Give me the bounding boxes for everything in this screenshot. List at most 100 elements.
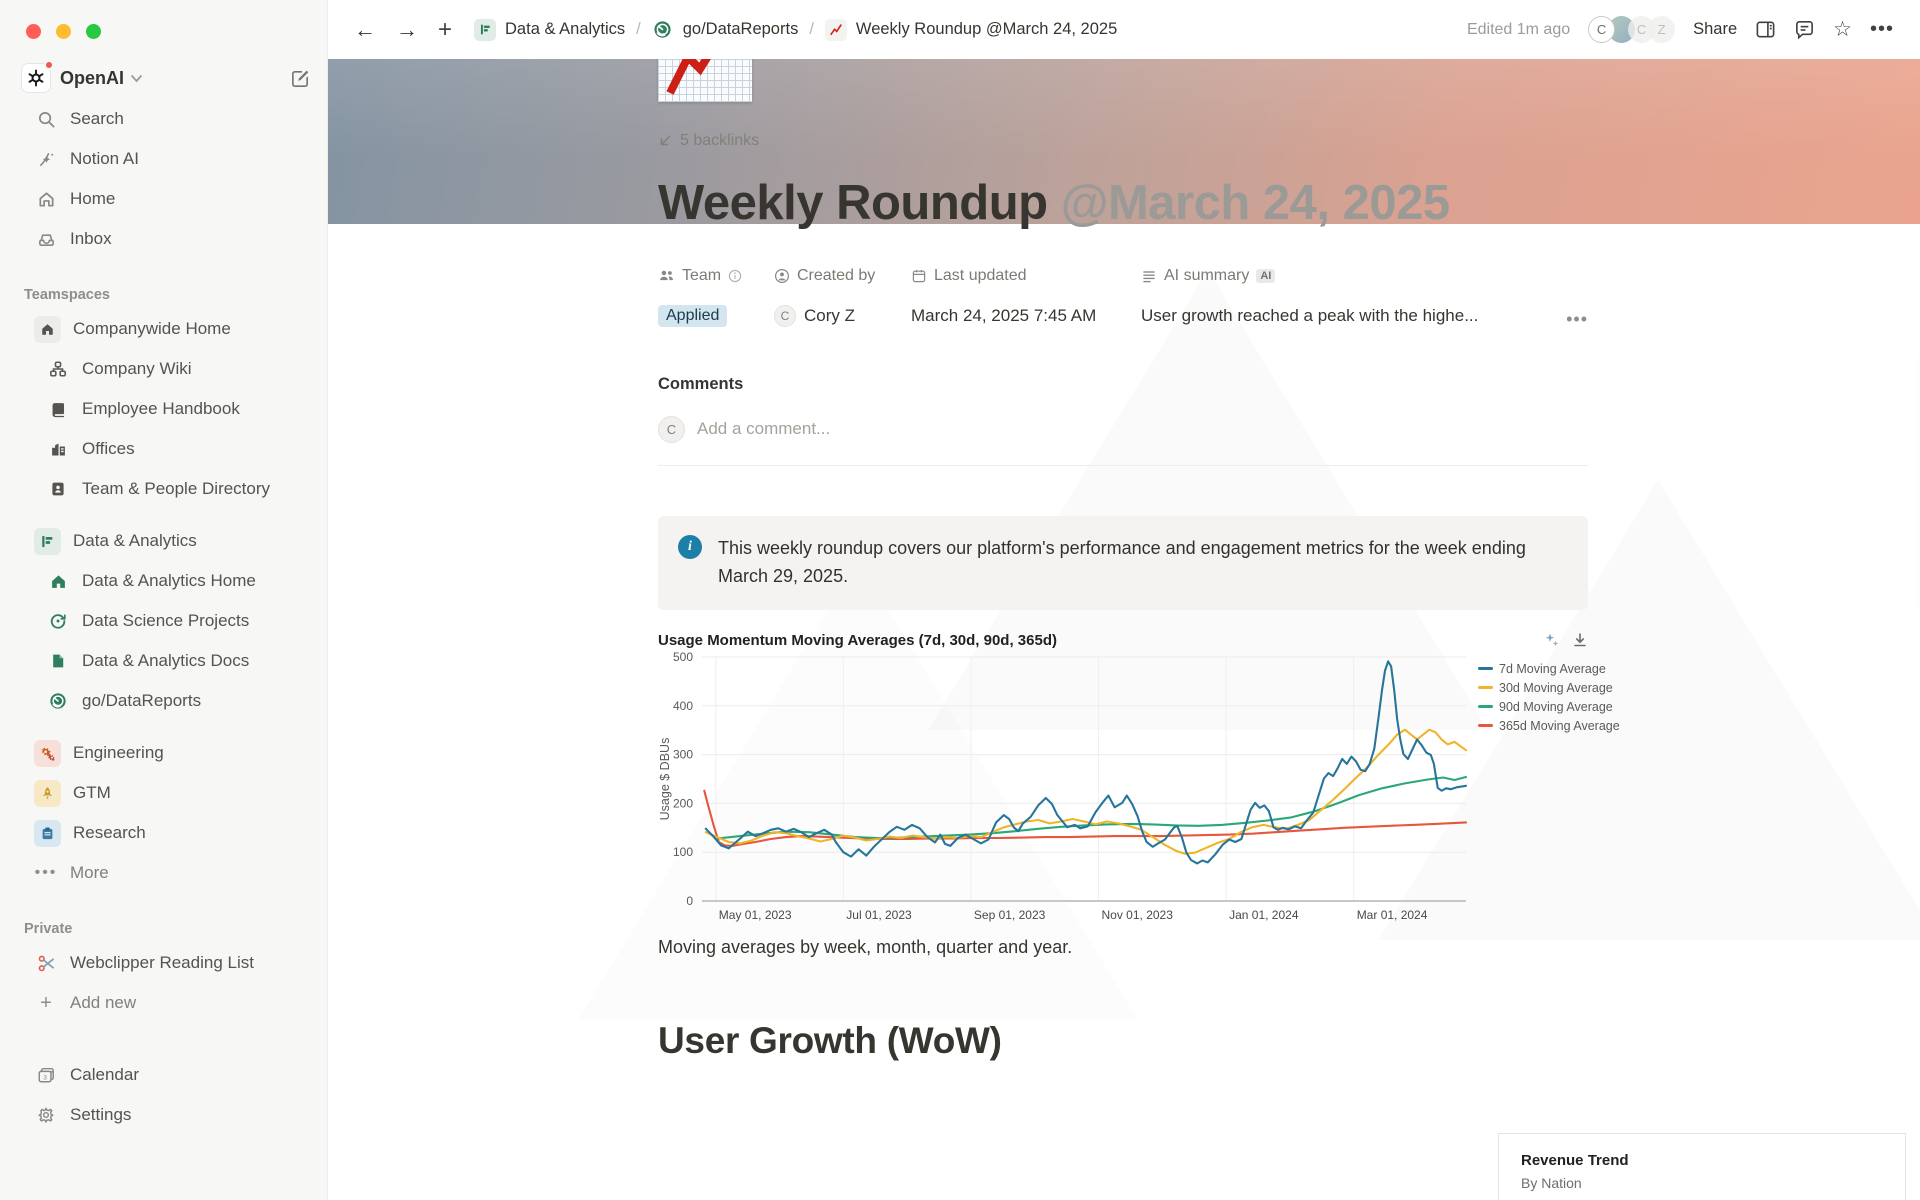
sidebar-item-data-analytics-home[interactable]: Data & Analytics Home (8, 561, 319, 601)
sidebar-item-label: Data & Analytics Home (82, 571, 256, 590)
house-icon (34, 315, 61, 343)
svg-text:0: 0 (686, 894, 693, 908)
home-icon (34, 187, 58, 211)
breadcrumb-item-current-page[interactable]: Weekly Roundup @March 24, 2025 (855, 20, 1118, 38)
page-cover[interactable] (328, 59, 1920, 224)
sidebar-item-calendar[interactable]: 3 Calendar (8, 1055, 319, 1095)
gauge-icon (652, 19, 674, 41)
svg-text:Jan 01, 2024: Jan 01, 2024 (1229, 908, 1299, 922)
page-content: 5 backlinks Weekly Roundup @March 24, 20… (658, 5, 1620, 1062)
sidebar-item-search[interactable]: Search (8, 99, 319, 139)
sidebar-item-label: Webclipper Reading List (70, 953, 254, 972)
sidebar-item-label: Calendar (70, 1065, 139, 1084)
share-button[interactable]: Share (1693, 20, 1738, 38)
sidebar-item-data-analytics[interactable]: Data & Analytics (8, 521, 319, 561)
gantt-chart-icon (34, 527, 61, 555)
more-options-icon[interactable]: ••• (1869, 18, 1894, 40)
property-value-last-updated[interactable]: March 24, 2025 7:45 AM (911, 303, 1141, 329)
sidebar-item-data-analytics-docs[interactable]: Data & Analytics Docs (8, 641, 319, 681)
sidebar-item-companywide-home[interactable]: Companywide Home (8, 309, 319, 349)
calendar-icon (912, 269, 926, 282)
sidebar-item-engineering[interactable]: Engineering (8, 733, 319, 773)
download-icon[interactable] (1572, 632, 1588, 648)
sidebar-item-settings[interactable]: Settings (8, 1095, 319, 1135)
sidebar-item-webclipper-reading-list[interactable]: Webclipper Reading List (8, 943, 319, 983)
sidebar-item-more[interactable]: ••• More (8, 853, 319, 893)
sidebar-item-inbox[interactable]: Inbox (8, 219, 319, 259)
legend-item[interactable]: 90d Moving Average (1478, 700, 1620, 714)
breadcrumb-separator: / (636, 20, 641, 38)
page-title-date-mention[interactable]: @March 24, 2025 (1060, 176, 1450, 230)
sidebar-item-research[interactable]: Research (8, 813, 319, 853)
minimize-window-button[interactable] (56, 24, 71, 39)
avatar[interactable]: C (1588, 16, 1616, 43)
legend-item[interactable]: 365d Moving Average (1478, 719, 1620, 733)
page-title[interactable]: Weekly Roundup @March 24, 2025 (658, 174, 1588, 233)
comments-icon[interactable] (1794, 19, 1815, 40)
sidebar-item-team-people-directory[interactable]: Team & People Directory (8, 469, 319, 509)
sidebar-item-add-new[interactable]: + Add new (8, 983, 319, 1023)
chart-caption[interactable]: Moving averages by week, month, quarter … (658, 936, 1073, 957)
sidebar-item-gtm[interactable]: GTM (8, 773, 319, 813)
property-more-button[interactable]: ••• (1566, 308, 1588, 329)
sidebar-item-notion-ai[interactable]: Notion AI (8, 139, 319, 179)
side-peek-icon[interactable] (1755, 19, 1776, 40)
new-tab-button[interactable]: + (438, 15, 453, 43)
team-tag[interactable]: Applied (658, 304, 728, 327)
property-label-team[interactable]: Team (658, 265, 774, 287)
topbar-actions: Edited 1m ago C C Z Share ☆ ••• (1467, 16, 1894, 43)
breadcrumb: Data & Analytics / go/DataReports / Week… (474, 18, 1118, 41)
svg-text:Mar 01, 2024: Mar 01, 2024 (1357, 908, 1428, 922)
workspace-switcher[interactable]: OpenAI (0, 57, 327, 99)
legend-item[interactable]: 7d Moving Average (1478, 662, 1620, 676)
back-button[interactable]: ← (354, 16, 376, 42)
zoom-window-button[interactable] (86, 24, 101, 39)
sparkle-icon[interactable] (1544, 632, 1560, 648)
legend-swatch (1478, 686, 1493, 690)
sidebar-item-data-science-projects[interactable]: Data Science Projects (8, 601, 319, 641)
add-comment-input[interactable]: Add a comment... (697, 419, 831, 439)
sidebar-item-employee-handbook[interactable]: Employee Handbook (8, 389, 319, 429)
notion-ai-icon (34, 147, 58, 171)
backlinks-button[interactable]: 5 backlinks (658, 132, 1588, 150)
breadcrumb-item-go-datareports[interactable]: go/DataReports (682, 20, 799, 38)
building-icon (46, 437, 70, 461)
gear-icon (34, 1103, 58, 1127)
revenue-trend-card[interactable]: Revenue Trend By Nation (1498, 1133, 1906, 1200)
favorite-star-icon[interactable]: ☆ (1833, 18, 1852, 41)
add-comment-row[interactable]: C Add a comment... (658, 415, 1588, 443)
new-page-button[interactable] (290, 68, 311, 89)
topbar: ← → + Data & Analytics / go/DataReports … (328, 0, 1920, 59)
section-header-private[interactable]: Private (24, 921, 73, 937)
legend-swatch (1478, 667, 1493, 671)
property-value-created-by[interactable]: C Cory Z (774, 303, 911, 329)
forward-button[interactable]: → (396, 16, 418, 42)
svg-text:Jul 01, 2023: Jul 01, 2023 (846, 908, 912, 922)
property-label-text: Last updated (934, 266, 1027, 284)
property-value-team[interactable]: Applied (658, 303, 774, 329)
section-header-teamspaces[interactable]: Teamspaces (24, 287, 110, 303)
close-window-button[interactable] (26, 24, 41, 39)
comments-heading: Comments (658, 374, 744, 393)
property-label-ai-summary[interactable]: AI summary AI (1141, 265, 1588, 287)
sidebar-item-home[interactable]: Home (8, 179, 319, 219)
ellipsis-icon: ••• (34, 864, 58, 881)
avatar[interactable]: Z (1648, 16, 1676, 43)
page-title-text: Weekly Roundup (658, 176, 1061, 230)
last-updated-date: March 24, 2025 7:45 AM (911, 305, 1097, 325)
sidebar-item-go-datareports[interactable]: go/DataReports (8, 681, 319, 721)
property-label-created-by[interactable]: Created by (774, 265, 911, 287)
chart-block[interactable]: Usage Momentum Moving Averages (7d, 30d,… (658, 632, 1620, 925)
property-label-last-updated[interactable]: Last updated (911, 265, 1141, 287)
callout-block[interactable]: i This weekly roundup covers our platfor… (658, 515, 1588, 610)
section-heading-user-growth[interactable]: User Growth (WoW) (658, 1019, 1002, 1061)
property-value-ai-summary[interactable]: User growth reached a peak with the high… (1141, 303, 1588, 329)
svg-text:Nov 01, 2023: Nov 01, 2023 (1102, 908, 1174, 922)
sidebar-item-label: go/DataReports (82, 691, 202, 710)
sidebar-item-company-wiki[interactable]: Company Wiki (8, 349, 319, 389)
legend-item[interactable]: 30d Moving Average (1478, 681, 1620, 695)
sidebar-item-offices[interactable]: Offices (8, 429, 319, 469)
book-icon (46, 397, 70, 421)
breadcrumb-item-data-analytics[interactable]: Data & Analytics (505, 20, 626, 38)
clipboard-icon (34, 819, 61, 847)
